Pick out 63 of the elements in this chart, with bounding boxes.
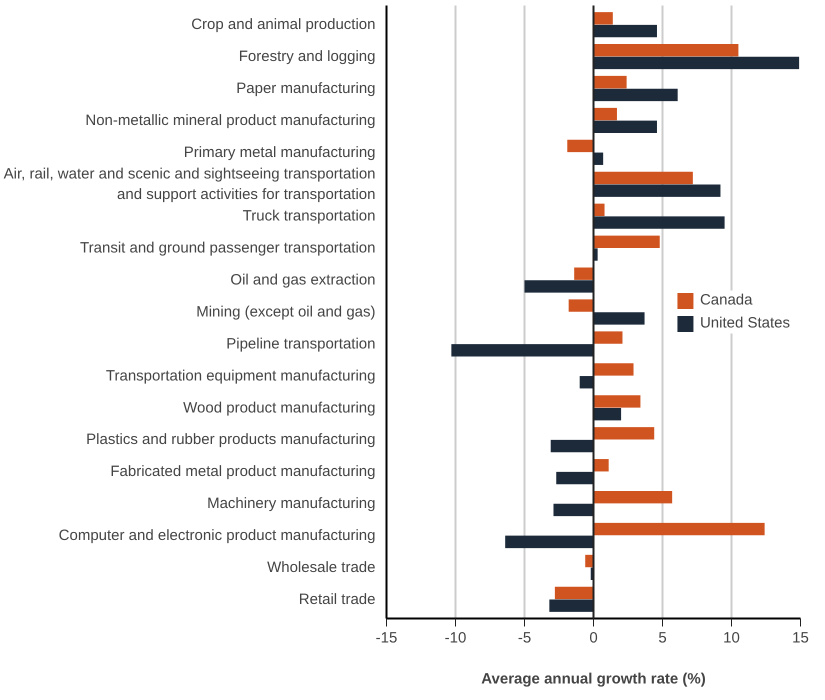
bar: [594, 459, 609, 472]
y-tick-label: Machinery manufacturing: [207, 495, 376, 512]
bar: [594, 56, 800, 70]
legend-label: United States: [700, 314, 790, 332]
bar: [594, 88, 678, 102]
y-tick-label: Paper manufacturing: [236, 80, 376, 98]
y-tick-label: Fabricated metal product manufacturing: [110, 463, 376, 480]
y-tick-label: Oil and gas extraction: [230, 272, 376, 289]
bar: [594, 363, 634, 376]
y-tick-label: Mining (except oil and gas): [196, 304, 376, 320]
y-tick-label: Forestry and logging: [238, 48, 376, 66]
x-tick-label: 5: [658, 630, 667, 646]
x-axis-title: Average annual growth rate (%): [481, 670, 706, 688]
bar: [550, 440, 594, 452]
bar: [594, 12, 613, 24]
y-tick-label: Transit and ground passenger transportation: [80, 240, 376, 257]
x-tick-label: -5: [518, 630, 532, 646]
bar: [451, 344, 594, 357]
bar: [556, 472, 594, 484]
y-tick-label: Crop and animal production: [191, 16, 376, 34]
y-tick-label: Non-metallic mineral product manufacturing: [85, 112, 376, 129]
bar: [594, 184, 720, 197]
x-tick-label: -10: [444, 630, 466, 646]
y-tick-label: Retail trade: [298, 590, 376, 608]
x-tick-label: 0: [589, 630, 598, 646]
bar: [594, 331, 622, 344]
bar: [594, 120, 657, 134]
y-tick-label: Transportation equipment manufacturing: [106, 367, 376, 384]
bar: [594, 522, 765, 536]
y-tick-label: Wood product manufacturing: [183, 399, 376, 416]
y-tick-label: Primary metal manufacturing: [184, 144, 376, 161]
x-tick-label: 15: [792, 630, 809, 646]
bar: [594, 24, 657, 38]
bar: [594, 172, 693, 184]
bar: [594, 44, 738, 56]
bar: [594, 408, 622, 420]
bar: [567, 140, 594, 152]
bar: [594, 490, 672, 504]
bar: [554, 586, 594, 600]
bar: [549, 600, 594, 612]
y-tick-label: Wholesale trade: [267, 558, 376, 576]
bar: [594, 108, 617, 120]
bar: [580, 376, 594, 388]
y-tick-label: Pipeline transportation: [226, 335, 376, 352]
bar: [594, 395, 640, 408]
y-tick-label: Computer and electronic product manufacturing: [58, 526, 376, 544]
y-tick-label: Truck transportation: [242, 208, 376, 225]
legend-label: Canada: [700, 292, 752, 308]
bar: [594, 76, 627, 88]
y-tick-label: Air, rail, water and scenic and sightseeing transportation and support activities for transportation: [4, 166, 376, 203]
bar: [594, 204, 605, 216]
bar: [594, 427, 654, 440]
bar: [594, 216, 725, 229]
y-tick-label: Plastics and rubber products manufacturing: [86, 431, 376, 448]
x-tick-label: -15: [376, 630, 398, 646]
bar: [568, 299, 594, 312]
bar: [505, 536, 594, 548]
bar: [594, 312, 645, 325]
bar: [574, 267, 594, 280]
bar: [553, 504, 594, 516]
bar: [594, 236, 660, 248]
x-tick-label: 10: [723, 630, 740, 646]
bar: [524, 280, 594, 293]
